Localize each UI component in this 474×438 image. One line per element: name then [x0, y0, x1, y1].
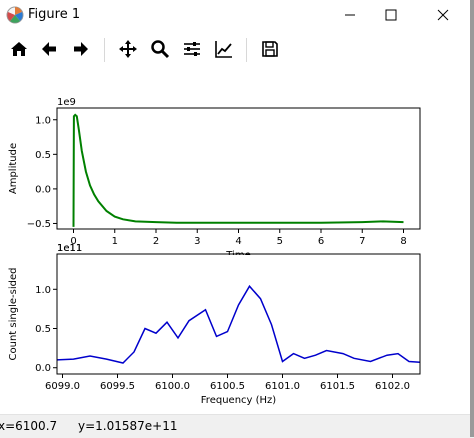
zoom-button[interactable] [149, 38, 171, 60]
chart-1-axes-frame [56, 253, 421, 375]
chart-1-x-tick-label: 6099.5 [100, 381, 135, 392]
close-button[interactable] [420, 0, 466, 30]
chart-1-x-tick-label: 6100.5 [210, 381, 245, 392]
chart-1-offset-text-overlay: 1e11 [57, 243, 82, 254]
forward-arrow-icon [74, 42, 88, 56]
chart-0-y-axis-label: Amplitude [8, 143, 19, 194]
chart-1-x-axis-label: Frequency (Hz) [201, 395, 277, 406]
save-icon [262, 41, 278, 57]
minimize-button[interactable] [327, 0, 373, 30]
edit-axis-icon [215, 41, 232, 58]
chart-1-x-tick-label: 6102.0 [375, 381, 410, 392]
chart-0-axes-frame [56, 107, 421, 230]
chart-0-x-tick-label: 0 [70, 236, 76, 247]
back-button[interactable] [38, 38, 60, 60]
chart-0-x-tick-label: 4 [235, 236, 241, 247]
chart-0-y-tick-label: 0.0 [35, 184, 51, 195]
chart-0-x-tick-label: 1 [112, 236, 118, 247]
status-x-coordinate: x=6100.7 [0, 419, 58, 433]
chart-1-y-tick-label: 1.0 [35, 285, 51, 296]
chart-0-x-tick-label: 2 [153, 236, 159, 247]
chart-1-y-axis-label: Count single-sided [8, 268, 19, 361]
chart-0-series-line [72, 113, 404, 227]
chart-0-y-tick-label: −0.5 [27, 219, 51, 230]
home-button[interactable] [8, 38, 30, 60]
configure-subplots-icon [184, 42, 200, 56]
chart-0-x-tick-label: 8 [400, 236, 406, 247]
status-bar: x=6100.7 y=1.01587e+11 [0, 414, 474, 438]
chart-0-x-tick-label: 7 [359, 236, 365, 247]
toolbar-separator [246, 38, 247, 62]
chart-1-x-tick-label: 6101.5 [320, 381, 355, 392]
chart-0-x-tick-label: 3 [194, 236, 200, 247]
window-edge [470, 0, 474, 437]
pan-icon [119, 40, 137, 58]
back-arrow-icon [42, 42, 56, 56]
zoom-icon [151, 40, 170, 59]
home-icon [11, 42, 27, 56]
toolbar-separator [104, 38, 105, 62]
configure-subplots-button[interactable] [181, 38, 203, 60]
maximize-button[interactable] [368, 0, 414, 30]
navigation-toolbar [0, 30, 474, 68]
status-y-coordinate: y=1.01587e+11 [78, 419, 178, 433]
title-bar[interactable]: Figure 1 [0, 0, 474, 30]
pan-button[interactable] [117, 38, 139, 60]
chart-1-x-tick-label: 6099.0 [45, 381, 80, 392]
window-title: Figure 1 [28, 7, 81, 22]
close-icon [437, 9, 449, 21]
chart-1-offset-text: 1e11 [57, 243, 82, 254]
minimize-icon [345, 14, 355, 16]
matplotlib-app-icon [6, 6, 24, 24]
chart-1-y-tick-label: 0.0 [35, 363, 51, 374]
figure-plots: 012345678−0.50.00.51.01e9TimeAmplitude60… [8, 97, 421, 406]
chart-1-series-line [56, 284, 421, 364]
maximize-icon [385, 9, 397, 21]
chart-0-offset-text: 1e9 [57, 97, 76, 108]
chart-0-x-tick-label: 6 [318, 236, 324, 247]
edit-axis-button[interactable] [213, 38, 235, 60]
chart-0-x-tick-label: 5 [277, 236, 283, 247]
save-button[interactable] [259, 38, 281, 60]
chart-1-axes-background [58, 255, 419, 264]
figure-canvas[interactable]: 012345678−0.50.00.51.01e9TimeAmplitude60… [0, 68, 474, 414]
chart-1-y-tick-label: 0.5 [35, 324, 51, 335]
chart-1-x-tick-label: 6101.0 [265, 381, 300, 392]
forward-button[interactable] [70, 38, 92, 60]
chart-1-x-tick-label: 6100.0 [155, 381, 190, 392]
chart-0-y-tick-label: 0.5 [35, 150, 51, 161]
chart-0-y-tick-label: 1.0 [35, 115, 51, 126]
